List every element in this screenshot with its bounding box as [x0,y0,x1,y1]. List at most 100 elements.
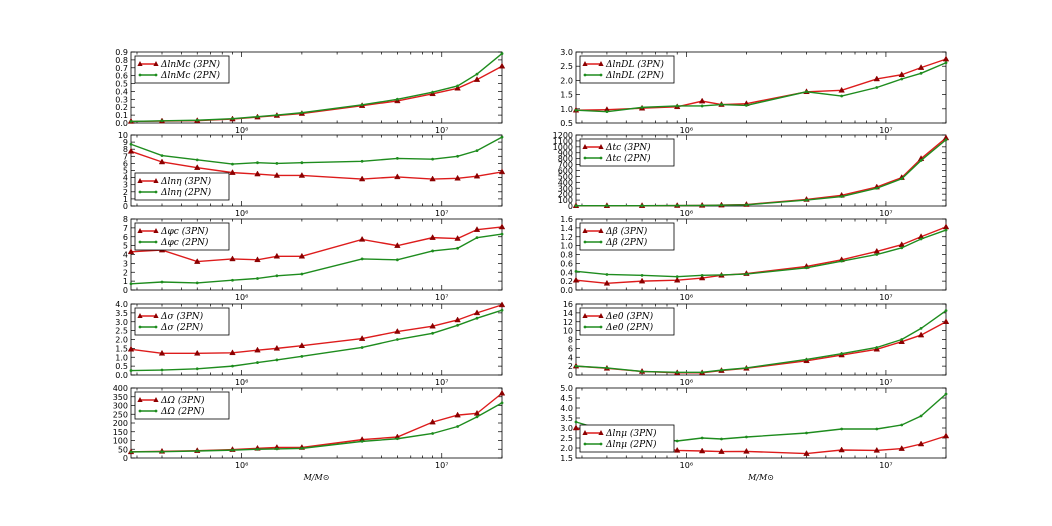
data-point-triangle [127,248,135,255]
y-tick-label: 250 [113,410,128,419]
data-point-triangle [698,274,706,281]
data-point-dot [805,358,808,361]
data-point-dot [944,138,948,142]
legend: Δβ (3PN)Δβ (2PN) [579,222,675,251]
legend-marker [583,325,587,329]
y-tick-label: 0 [123,454,128,463]
data-point-dot [944,309,948,313]
data-point-dot [300,354,304,358]
data-point-dot [256,115,259,119]
x-tick-label: 10⁷ [435,378,448,387]
y-tick-label: 400 [558,178,573,187]
y-tick-label: 5.0 [560,384,573,393]
data-point-dot [700,273,704,277]
data-point-triangle [454,235,461,241]
data-point-triangle [898,71,905,77]
data-point-dot [395,258,399,262]
data-point-dot [944,392,948,396]
legend-label: Δlnμ (2PN) [605,439,657,450]
y-tick-label: 3.0 [115,318,128,327]
y-tick-label: 0.9 [115,48,128,57]
data-point-triangle [572,424,580,431]
data-point-triangle [127,345,135,352]
legend-marker [598,313,604,318]
y-tick-label: 3.5 [115,309,128,318]
y-tick-label: 4 [123,174,128,183]
data-point-triangle [429,322,436,329]
data-point-dot [129,282,133,286]
x-axis-label: M/M⊙ [747,473,774,482]
x-tick-label: 10⁷ [879,293,892,302]
y-tick-label: 1.2 [560,233,573,242]
y-tick-label: 0.3 [115,95,128,104]
data-point-triangle [194,164,201,170]
legend-label: ΔlnMc (3PN) [160,59,220,70]
data-point-triangle [298,171,306,178]
y-tick-label: 0 [123,286,128,295]
legend-marker [583,156,587,160]
panel-lnmu: 1.52.02.53.03.54.04.55.0 10⁶ 10⁷ Δlnμ (3PN)… [560,384,950,470]
data-point-triangle [898,338,905,344]
data-point-triangle [273,344,281,351]
y-tick-label: 2 [123,268,128,277]
data-point-triangle [698,447,706,454]
data-point-dot [700,104,704,108]
data-point-dot [231,117,234,121]
y-tick-label: 3.0 [560,424,573,433]
data-point-dot [431,157,435,161]
y-tick-label: 1.0 [115,353,128,362]
data-point-dot [360,346,364,349]
legend-marker [137,178,143,183]
data-point-dot [475,149,479,153]
y-tick-label: 0.0 [560,286,573,295]
data-point-dot [605,110,609,114]
data-point-dot [919,237,923,241]
data-point-triangle [254,170,261,177]
data-point-dot [840,195,844,198]
data-point-dot [675,104,679,108]
data-point-dot [745,435,748,439]
y-tick-label: 1.0 [560,105,573,114]
y-tick-label: 1100 [553,137,573,146]
data-point-dot [805,90,808,94]
data-point-dot [640,273,644,277]
data-point-dot [160,280,164,284]
x-tick-label: 10⁶ [235,293,248,302]
data-point-dot [256,361,259,364]
data-point-triangle [498,223,506,230]
legend-marker [138,73,142,77]
legend-marker [137,313,143,318]
legend-marker [153,228,159,233]
data-point-triangle [429,418,436,425]
data-point-dot [720,273,723,277]
y-tick-label: 0.4 [115,87,128,96]
data-point-dot [700,370,704,374]
data-point-dot [900,246,904,250]
x-tick-label: 10⁷ [879,378,892,387]
data-point-dot [574,108,578,112]
data-point-dot [900,423,904,427]
legend-box [134,172,230,201]
y-tick-label: 0.2 [560,277,573,286]
y-tick-label: 6 [123,233,128,242]
data-point-dot [919,71,923,75]
y-tick-label: 9 [123,138,128,147]
data-point-triangle [942,55,950,62]
data-point-dot [944,228,948,232]
y-tick-label: 300 [113,402,128,411]
data-point-triangle [394,173,401,180]
y-tick-label: 7 [123,152,128,161]
data-point-triangle [358,335,366,341]
y-tick-label: 0.0 [115,119,128,128]
data-point-triangle [473,172,481,179]
x-tick-label: 10⁶ [680,378,693,387]
data-point-dot [475,72,479,76]
data-point-dot [574,204,578,208]
data-point-triangle [917,440,925,447]
y-tick-label: 2.5 [560,434,573,443]
y-tick-label: 0.5 [115,80,128,89]
y-tick-label: 3 [123,181,128,190]
legend-label: Δσ (3PN) [160,311,204,322]
y-tick-label: 50 [118,445,128,454]
data-point-triangle [498,62,506,69]
